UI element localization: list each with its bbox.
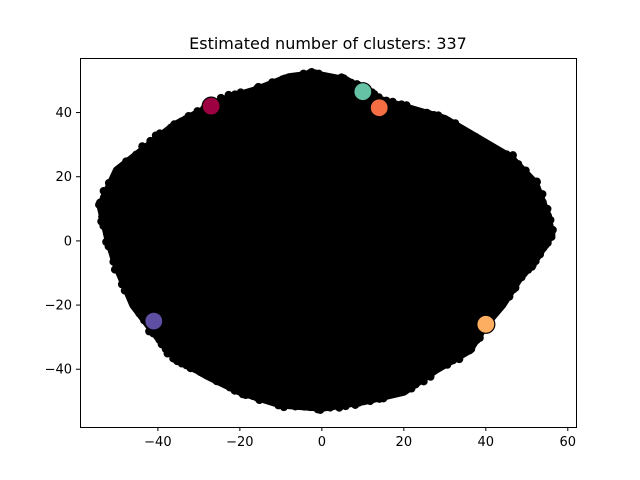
data-point	[243, 89, 252, 98]
data-point	[198, 369, 207, 378]
data-point	[169, 351, 178, 360]
data-point	[407, 384, 416, 393]
data-point	[525, 176, 534, 185]
data-point	[156, 332, 165, 341]
data-point	[449, 356, 458, 365]
y-tick-label: −20	[45, 299, 72, 314]
data-point	[508, 154, 517, 163]
x-tick-label: 20	[396, 435, 413, 450]
data-point	[114, 165, 123, 174]
data-point	[395, 103, 404, 112]
data-point	[128, 294, 137, 303]
data-point	[335, 403, 344, 412]
y-tick-label: 40	[55, 106, 72, 121]
data-point	[261, 83, 270, 92]
data-point	[505, 285, 514, 294]
chart-title: Estimated number of clusters: 337	[189, 34, 467, 53]
data-point	[375, 394, 384, 403]
cluster-center-1	[201, 96, 221, 116]
y-tick-label: −40	[45, 363, 72, 378]
data-point	[98, 209, 107, 218]
y-tick-label: 0	[64, 234, 72, 249]
data-point	[122, 157, 131, 166]
data-point	[120, 286, 129, 295]
cluster-center-3	[369, 98, 389, 118]
data-point	[515, 273, 524, 282]
data-point	[544, 218, 553, 227]
data-point	[323, 400, 332, 409]
data-point	[494, 303, 503, 312]
data-point	[119, 274, 128, 283]
data-point	[306, 403, 315, 412]
cluster-center-2	[353, 82, 373, 102]
data-point	[236, 88, 245, 97]
data-point	[193, 107, 202, 116]
data-point	[531, 185, 540, 194]
data-point	[419, 377, 428, 386]
data-point	[299, 69, 308, 78]
data-point	[465, 129, 474, 138]
data-point	[285, 400, 294, 409]
x-tick-label: 0	[318, 435, 326, 450]
plot-area-frame	[80, 58, 577, 428]
data-point	[339, 74, 348, 83]
data-point	[326, 73, 335, 82]
data-point	[414, 110, 423, 119]
cluster-center-5	[144, 311, 164, 331]
data-point	[402, 101, 411, 110]
data-point	[537, 202, 546, 211]
data-point	[238, 390, 247, 399]
data-point	[288, 75, 297, 84]
data-point	[482, 139, 491, 148]
data-point	[503, 292, 512, 301]
data-point	[124, 280, 133, 289]
data-point	[449, 123, 458, 132]
data-point	[467, 345, 476, 354]
data-point	[434, 111, 443, 120]
data-point	[351, 400, 360, 409]
data-point	[423, 371, 432, 380]
data-point	[265, 393, 274, 402]
x-tick-label: −40	[144, 435, 171, 450]
data-point	[102, 237, 111, 246]
data-point	[547, 232, 556, 241]
data-point	[455, 355, 464, 364]
data-point	[496, 149, 505, 158]
data-point	[137, 148, 146, 157]
data-point	[225, 383, 234, 392]
data-point	[114, 264, 123, 273]
data-point	[395, 388, 404, 397]
data-point	[95, 200, 104, 209]
cluster-center-4	[476, 314, 496, 334]
data-point	[388, 389, 397, 398]
dense-points-region	[96, 70, 556, 412]
data-point	[249, 392, 258, 401]
data-point	[170, 120, 179, 129]
x-tick-label: 40	[478, 435, 495, 450]
data-point	[224, 90, 233, 99]
data-point	[100, 193, 109, 202]
data-point	[366, 397, 375, 406]
y-tick-label: 20	[55, 170, 72, 185]
data-point	[107, 243, 116, 252]
data-point	[340, 398, 349, 407]
data-point	[443, 117, 452, 126]
x-tick-label: −20	[226, 435, 253, 450]
data-point	[313, 405, 322, 414]
data-point	[534, 251, 543, 260]
data-point	[443, 360, 452, 369]
data-point	[104, 185, 113, 194]
x-tick-label: 60	[560, 435, 577, 450]
data-point	[521, 166, 530, 175]
